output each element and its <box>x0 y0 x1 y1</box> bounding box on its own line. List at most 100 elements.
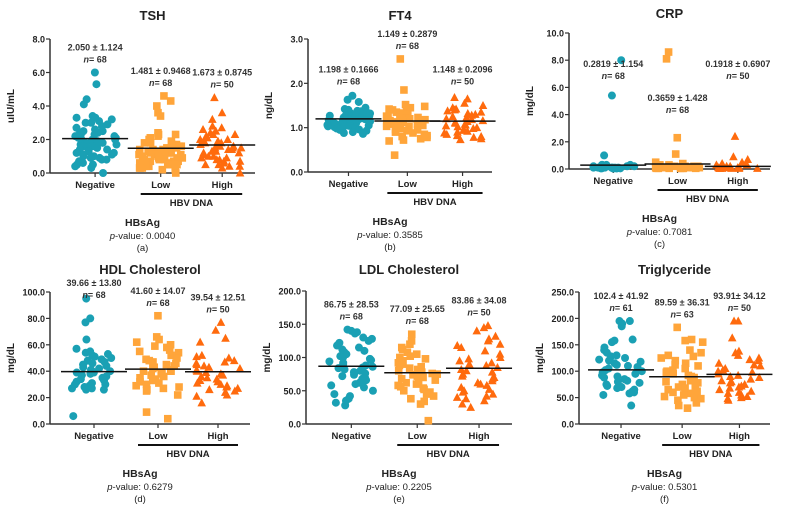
mean-sd-annotation: 86.75 ± 28.53 <box>324 300 379 310</box>
data-point <box>192 366 202 375</box>
data-point <box>205 385 214 394</box>
data-point <box>108 150 117 159</box>
mean-sd-annotation: 0.3659 ± 1.428 <box>648 93 708 103</box>
x-tick-label: High <box>727 176 748 187</box>
data-point <box>132 338 141 346</box>
data-point <box>464 354 473 363</box>
data-point <box>627 401 636 410</box>
p-value-text: -value: 0.2205 <box>372 482 432 493</box>
data-point <box>723 395 733 404</box>
data-point <box>717 376 726 385</box>
data-point <box>671 356 680 365</box>
data-point <box>448 112 458 121</box>
data-point <box>681 364 689 373</box>
mean-sd-annotation: 0.2819 ± 1.154 <box>583 59 643 69</box>
data-point <box>742 392 752 401</box>
data-point <box>714 358 724 367</box>
p-symbol: p <box>631 482 637 493</box>
data-point <box>112 140 121 149</box>
data-point <box>681 384 689 392</box>
data-point <box>156 112 165 120</box>
p-symbol: p <box>365 482 371 493</box>
data-point <box>230 386 240 395</box>
data-point <box>689 352 698 361</box>
data-point <box>197 350 207 359</box>
data-point <box>600 373 609 382</box>
data-point <box>165 346 174 354</box>
mean-sd-annotation: 1.481 ± 0.9468 <box>131 66 191 76</box>
chart-panel-b: FT4 0.0 1.0 2.0 3.0 ng/dL Negative 1.198 ± 0.16… <box>264 8 496 253</box>
data-point <box>487 358 496 367</box>
n-symbol: n <box>340 312 346 322</box>
data-point <box>142 387 151 395</box>
n-annotation: n= 50 <box>206 304 229 314</box>
y-axis-label: uIU/mL <box>6 89 17 123</box>
x-tick-label: Negative <box>329 179 369 190</box>
data-point <box>135 164 144 172</box>
data-point <box>413 120 422 129</box>
data-point <box>673 133 682 142</box>
data-point <box>729 152 738 161</box>
data-point <box>725 383 735 392</box>
data-point <box>132 381 140 390</box>
data-point <box>340 365 349 374</box>
data-point <box>155 155 164 164</box>
data-point <box>734 163 744 172</box>
mean-sd-annotation: 39.54 ± 12.51 <box>191 292 246 302</box>
data-point <box>223 135 232 143</box>
data-point <box>170 362 178 370</box>
data-point <box>396 382 405 391</box>
x-tick-label: Low <box>151 180 171 191</box>
data-point <box>416 134 425 143</box>
data-point <box>491 331 500 340</box>
data-point <box>625 317 634 326</box>
n-symbol: n <box>337 76 343 86</box>
x-axis-label: HBsAg <box>125 217 160 229</box>
data-point <box>691 382 700 390</box>
data-point <box>660 392 669 401</box>
data-point <box>714 369 723 378</box>
data-point <box>71 162 80 171</box>
data-point <box>167 351 175 360</box>
data-point <box>211 325 221 334</box>
data-point <box>419 373 427 382</box>
data-point <box>423 133 431 142</box>
data-point <box>631 369 640 378</box>
data-point <box>458 387 468 396</box>
data-point <box>208 129 218 138</box>
y-tick-label: 80.0 <box>27 314 45 324</box>
data-point <box>396 124 405 133</box>
data-point <box>192 378 202 387</box>
n-annotation: n= 68 <box>406 316 429 326</box>
data-point <box>338 372 347 381</box>
x-tick-label: Low <box>673 431 693 442</box>
data-point <box>691 164 700 173</box>
data-point <box>453 127 462 136</box>
data-point <box>662 368 671 377</box>
mean-sd-annotation: 83.86 ± 34.08 <box>452 296 507 306</box>
data-point <box>135 159 144 167</box>
y-tick-label: 0.0 <box>288 420 301 430</box>
data-point <box>136 377 144 386</box>
data-point <box>359 383 368 392</box>
y-tick-label: 20.0 <box>27 393 45 403</box>
data-point <box>681 336 689 345</box>
data-point <box>172 169 180 177</box>
n-symbol: n <box>609 303 615 313</box>
data-point <box>217 123 226 132</box>
group-label: HBV DNA <box>413 197 456 208</box>
data-point <box>456 135 465 144</box>
n-value: = 50 <box>732 71 750 81</box>
mean-sd-annotation: 41.60 ± 14.07 <box>131 286 186 296</box>
data-point <box>412 380 421 388</box>
data-point <box>657 354 666 362</box>
data-point <box>484 384 494 393</box>
data-point <box>488 376 497 385</box>
data-point <box>442 114 451 123</box>
data-point <box>413 372 422 380</box>
data-point <box>196 140 205 149</box>
data-point <box>163 160 172 169</box>
data-point <box>406 340 414 348</box>
y-axis-label: ng/dL <box>264 92 275 119</box>
